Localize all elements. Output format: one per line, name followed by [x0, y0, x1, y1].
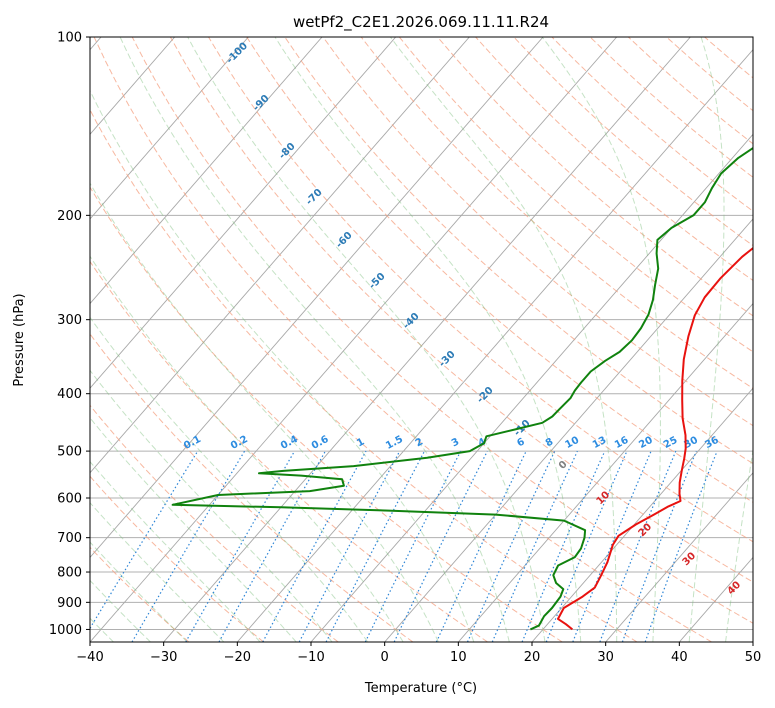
mixing-ratio-line: [644, 450, 718, 642]
mixing-ratio-line: [262, 450, 367, 642]
isotherm-line: [90, 37, 249, 220]
isotherm-line: [90, 37, 470, 474]
x-axis: −40 −30 −20 −10 0 10 20 30 40 50: [76, 642, 761, 665]
moist-adiabat-line: [90, 182, 439, 642]
moist-adiabat-line: [90, 579, 151, 642]
dry-adiabat-line: [322, 37, 753, 427]
temperature-line: [557, 246, 753, 631]
moist-adiabat-line: [90, 255, 404, 642]
x-tick-label: 10: [450, 650, 467, 665]
x-tick-label: −20: [224, 650, 251, 665]
isotherm-line: [90, 37, 544, 559]
x-tick-label: −10: [297, 650, 324, 665]
y-tick-label: 600: [57, 492, 82, 507]
x-tick-label: 30: [597, 650, 614, 665]
mixing-ratio-line: [545, 450, 628, 642]
y-axis: 1000 900 800 700 600 500 400 300 200 100: [49, 31, 90, 638]
mixing-ratio-label: 8: [544, 436, 555, 449]
mixing-ratio-label: 3: [450, 436, 461, 449]
series-layer: [171, 146, 753, 631]
mixing-ratio-line: [621, 450, 697, 642]
mixing-ratio-line: [521, 450, 606, 642]
moist-adiabat-line: [541, 37, 661, 642]
plot-frame: [89, 36, 754, 643]
y-tick-label: 100: [57, 31, 82, 46]
isotherm-line: [605, 472, 753, 642]
mixing-ratio-line: [599, 450, 677, 642]
y-tick-label: 900: [57, 596, 82, 611]
dry-adiabat-line: [131, 37, 753, 624]
moist-adiabat-line: [90, 316, 369, 642]
isotherm-line: [531, 387, 753, 642]
dry-adiabat-line: [90, 475, 264, 642]
dry-adiabat-line: [284, 37, 753, 465]
moist-adiabat-line: [90, 501, 225, 642]
isotherm-line: [236, 49, 753, 642]
x-tick-label: 50: [745, 650, 762, 665]
dry-adiabat-line: [90, 186, 563, 642]
y-axis-label: Pressure (hPa): [12, 293, 27, 386]
moist-adiabat-line: [90, 460, 261, 642]
mixing-ratio-label: 1: [355, 436, 366, 449]
moist-adiabat-line: [119, 37, 510, 642]
isotherm-line: [90, 37, 323, 305]
x-tick-label: 0: [381, 650, 389, 665]
dry-adiabat-line: [90, 333, 414, 642]
dry-adiabat-line: [90, 260, 488, 642]
chart-title: wetPf2_C2E1.2026.069.11.11.R24: [293, 13, 549, 32]
dry-adiabat-line: [93, 37, 712, 642]
mixing-ratio-line: [491, 450, 578, 642]
moist-adiabat-line: [90, 89, 475, 642]
plot-area: 0.1 0.2 0.4 0.6 1 1.5 2 3 4 6 8 10 13 16 20 25 30 36-100-…: [90, 37, 753, 642]
dry-adiabat-line: [90, 404, 339, 642]
y-tick-label: 500: [57, 445, 82, 460]
y-tick-label: 800: [57, 566, 82, 581]
x-axis-label: Temperature (°C): [364, 681, 477, 696]
x-tick-label: −30: [150, 650, 177, 665]
mixing-ratio-line: [218, 450, 326, 642]
isotherm-line: [384, 218, 753, 642]
mixing-ratio-line: [298, 450, 401, 642]
y-tick-label: 400: [57, 387, 82, 402]
y-tick-label: 200: [57, 209, 82, 224]
dewpoint-line: [171, 146, 753, 631]
x-tick-label: −40: [76, 650, 103, 665]
x-tick-label: 20: [524, 650, 541, 665]
moist-adiabat-line: [688, 37, 725, 642]
mixing-ratio-line: [364, 450, 462, 642]
dry-adiabat-line: [398, 37, 753, 353]
mixing-ratio-label: 6: [515, 436, 526, 449]
y-tick-label: 700: [57, 531, 82, 546]
dry-adiabat-line: [90, 108, 638, 642]
mixing-ratio-label: 4: [477, 436, 488, 449]
isotherm-line: [90, 37, 618, 642]
moist-adiabat-line: [187, 37, 546, 642]
isotherm-line: [90, 37, 397, 389]
y-tick-label: 300: [57, 313, 82, 328]
isotherm-line: [163, 37, 691, 642]
y-tick-label: 1000: [49, 623, 82, 638]
dry-adiabat-line: [208, 37, 753, 543]
mixing-ratio-label: 2: [414, 436, 425, 449]
x-tick-label: 40: [671, 650, 688, 665]
mixing-ratio-line: [90, 450, 199, 630]
dry-adiabat-line: [169, 37, 753, 583]
isotherm-line: [457, 302, 753, 642]
moist-adiabat-line: [725, 447, 753, 642]
mixing-ratio-line: [572, 450, 652, 642]
moist-adiabat-line: [90, 369, 333, 642]
moist-adiabat-line: [90, 417, 297, 642]
